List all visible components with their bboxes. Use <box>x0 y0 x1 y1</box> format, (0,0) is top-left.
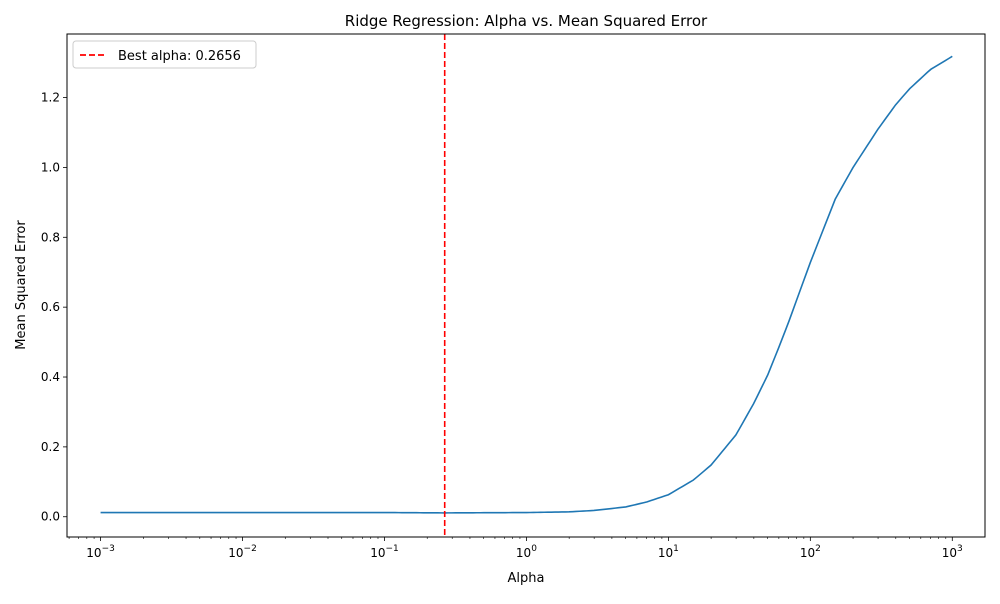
chart-title: Ridge Regression: Alpha vs. Mean Squared… <box>345 12 708 30</box>
y-axis-label: Mean Squared Error <box>14 220 29 350</box>
x-axis-label: Alpha <box>508 571 545 586</box>
mse-curve <box>100 55 953 514</box>
y-tick-label: 0.0 <box>41 510 60 524</box>
plot-frame <box>66 33 986 538</box>
x-axis-ticks: 10−3 10−2 10−1 100 101 102 103 <box>68 537 963 560</box>
y-tick-label: 0.4 <box>41 370 60 384</box>
x-tick-label: 10−3 <box>86 544 115 560</box>
x-tick-label: 102 <box>800 544 821 560</box>
curve-layer <box>100 55 953 514</box>
y-tick-label: 1.2 <box>41 91 60 105</box>
x-tick-label: 103 <box>942 544 963 560</box>
x-tick-label: 101 <box>658 544 679 560</box>
y-tick-label: 1.0 <box>41 160 60 174</box>
x-tick-label: 100 <box>516 544 537 560</box>
y-tick-label: 0.8 <box>41 230 60 244</box>
x-tick-label: 10−2 <box>228 544 257 560</box>
legend-label: Best alpha: 0.2656 <box>118 49 241 64</box>
y-tick-label: 0.6 <box>41 300 60 314</box>
legend: Best alpha: 0.2656 <box>72 40 257 69</box>
y-tick-label: 0.2 <box>41 440 60 454</box>
y-axis-ticks: 0.0 0.2 0.4 0.6 0.8 1.0 1.2 <box>41 91 67 524</box>
x-tick-label: 10−1 <box>370 544 399 560</box>
legend-box <box>72 40 257 69</box>
plot-background <box>67 34 985 537</box>
